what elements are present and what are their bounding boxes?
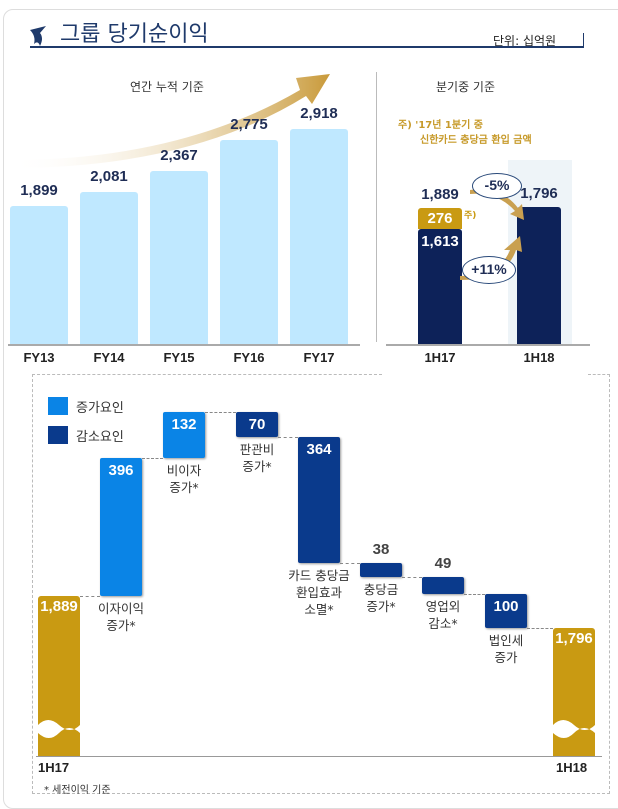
x-axis: [386, 344, 590, 346]
legend-decrease-label: 감소요인: [76, 430, 124, 445]
total-label: 1,889: [421, 186, 459, 203]
change-badge: -5%: [472, 173, 522, 199]
step-label: 비이자 증가*: [166, 463, 202, 496]
data-label: 2,775: [230, 115, 268, 133]
legend-increase-swatch: [48, 397, 68, 415]
x-axis: [36, 756, 602, 757]
bar: [290, 128, 348, 344]
bar: 132: [163, 412, 205, 459]
annual-chart-title: 연간 누적 기준: [130, 80, 204, 94]
axis-break-icon: [38, 720, 80, 738]
connector-line: [278, 436, 298, 438]
connector-line: [527, 628, 553, 630]
note-line: 주) '17년 1분기 중: [398, 120, 483, 131]
step-label: 영업외 감소*: [425, 598, 461, 631]
connector-line: [205, 412, 236, 414]
data-label: 49: [434, 554, 452, 572]
data-label: 1,899: [20, 182, 58, 199]
connector-line: [464, 593, 485, 595]
step-label: 법인세 증가: [488, 633, 524, 666]
connector-line: [340, 563, 360, 565]
bar: [517, 206, 561, 344]
x-tick-label: 1H18: [556, 760, 588, 775]
data-label: 38: [372, 541, 390, 559]
legend-decrease-swatch: [48, 426, 68, 444]
x-tick-label: FY14: [93, 350, 125, 365]
x-tick-label: FY13: [23, 350, 55, 365]
divider: [583, 33, 584, 47]
bar: 70: [236, 412, 278, 437]
step-label: 충당금 증가*: [363, 581, 399, 614]
x-tick-label: 1H17: [38, 760, 70, 775]
bar: [220, 139, 278, 344]
unit-label: 단위: 십억원: [493, 34, 557, 48]
x-tick-label: 1H17: [424, 350, 456, 365]
data-label: 1,613: [421, 233, 459, 250]
bar: [418, 208, 462, 229]
x-tick-label: FY15: [163, 350, 195, 365]
change-badge: +11%: [462, 256, 516, 284]
growth-arrow-icon: [10, 74, 330, 168]
quarter-chart-title: 분기중 기준: [436, 80, 496, 94]
connector-line: [402, 576, 422, 578]
bar: [150, 170, 208, 344]
data-label: 2,081: [90, 168, 128, 186]
bar: 396: [100, 458, 142, 596]
note-line: 신한카드 충당금 환입 금액: [420, 135, 532, 146]
divider: [32, 374, 382, 375]
bar: [418, 229, 462, 344]
x-tick-label: FY17: [303, 350, 335, 365]
divider: [376, 72, 377, 342]
step-label: 카드 충당금 환입효과 소멸*: [288, 568, 350, 618]
note-marker: 주): [464, 211, 477, 221]
x-tick-label: 1H18: [523, 350, 555, 365]
axis-break-icon: [553, 720, 595, 738]
connector-line: [80, 596, 100, 597]
title-underline: [30, 46, 584, 48]
x-axis: [8, 344, 360, 346]
step-label: 이자이익 증가*: [97, 601, 144, 633]
data-label: 276: [427, 210, 453, 227]
bar: [360, 563, 402, 577]
logo-icon: [30, 26, 46, 46]
bar: [10, 206, 68, 344]
data-label: 2,918: [300, 104, 338, 122]
data-label: 1,796: [520, 184, 558, 202]
page-title: 그룹 당기순이익: [60, 22, 209, 47]
bar: 364: [298, 436, 340, 564]
bar: 100: [485, 593, 527, 629]
legend-increase-label: 증가요인: [76, 401, 124, 416]
connector-line: [142, 458, 163, 460]
divider: [588, 374, 610, 375]
bar: [422, 576, 464, 594]
step-label: 판관비 증가*: [239, 441, 275, 474]
x-tick-label: FY16: [233, 350, 265, 365]
data-label: 2,367: [160, 146, 198, 164]
bar: [80, 192, 138, 344]
footnote: * 세전이익 기준: [44, 785, 111, 796]
waterfall-frame: [32, 374, 610, 794]
